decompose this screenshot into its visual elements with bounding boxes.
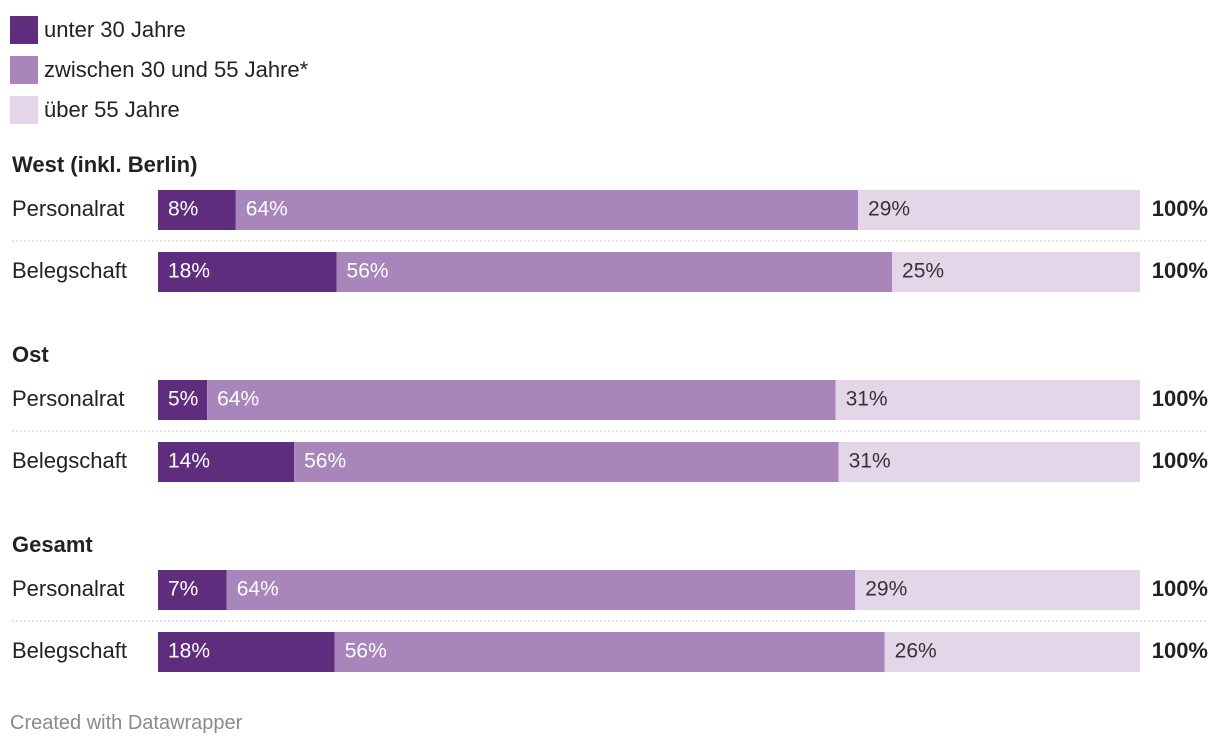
bar-segment <box>158 252 337 292</box>
row-label: Personalrat <box>12 196 125 221</box>
row-label: Personalrat <box>12 576 125 601</box>
legend-label-under-30: unter 30 Jahre <box>44 17 186 42</box>
row-label: Belegschaft <box>12 638 127 663</box>
data-label: 64% <box>217 388 259 411</box>
bar-segment <box>158 632 335 672</box>
data-label: 14% <box>168 450 210 473</box>
bar-segment <box>855 570 1140 610</box>
row-label: Personalrat <box>12 386 125 411</box>
row-total: 100% <box>1152 638 1208 663</box>
bar-segment <box>884 632 1140 672</box>
data-label: 64% <box>237 578 279 601</box>
group-title: West (inkl. Berlin) <box>12 152 197 177</box>
legend-item-30-to-55: zwischen 30 und 55 Jahre* <box>10 50 308 90</box>
legend-swatch-30-to-55 <box>10 56 38 84</box>
bar-segment <box>835 380 1140 420</box>
legend-label-30-to-55: zwischen 30 und 55 Jahre* <box>44 57 309 82</box>
data-label: 5% <box>168 388 198 411</box>
footer-credit: Created with Datawrapper <box>10 712 243 734</box>
row-label: Belegschaft <box>12 448 127 473</box>
bar-segment <box>226 570 856 610</box>
bar-segment <box>158 380 208 420</box>
data-label: 29% <box>868 198 910 221</box>
row-total: 100% <box>1152 196 1208 221</box>
row-total: 100% <box>1152 386 1208 411</box>
row-total: 100% <box>1152 576 1208 601</box>
row-total: 100% <box>1152 448 1208 473</box>
bar-segment <box>207 380 836 420</box>
bar-segment <box>235 190 859 230</box>
bar-segment <box>158 190 236 230</box>
legend: unter 30 Jahre zwischen 30 und 55 Jahre*… <box>10 10 308 130</box>
legend-swatch-over-55 <box>10 96 38 124</box>
data-label: 29% <box>865 578 907 601</box>
data-label: 26% <box>895 640 937 663</box>
group-title: Ost <box>12 342 49 367</box>
bar-segment <box>858 190 1140 230</box>
bar-segment <box>158 442 295 482</box>
data-label: 56% <box>304 450 346 473</box>
data-label: 18% <box>168 260 210 283</box>
data-label: 31% <box>846 388 888 411</box>
legend-item-under-30: unter 30 Jahre <box>10 10 308 50</box>
bar-segment <box>158 570 227 610</box>
bar-segment <box>892 252 1140 292</box>
data-label: 56% <box>347 260 389 283</box>
bar-segment <box>336 252 893 292</box>
bar-segment <box>838 442 1140 482</box>
data-label: 7% <box>168 578 198 601</box>
bar-segment <box>294 442 839 482</box>
data-label: 56% <box>345 640 387 663</box>
legend-label-over-55: über 55 Jahre <box>44 97 180 122</box>
data-label: 64% <box>246 198 288 221</box>
bar-segment <box>334 632 885 672</box>
legend-swatch-under-30 <box>10 16 38 44</box>
row-label: Belegschaft <box>12 258 127 283</box>
data-label: 25% <box>902 260 944 283</box>
group-title: Gesamt <box>12 532 93 557</box>
data-label: 8% <box>168 198 198 221</box>
data-label: 31% <box>849 450 891 473</box>
row-total: 100% <box>1152 258 1208 283</box>
legend-item-over-55: über 55 Jahre <box>10 90 308 130</box>
data-label: 18% <box>168 640 210 663</box>
